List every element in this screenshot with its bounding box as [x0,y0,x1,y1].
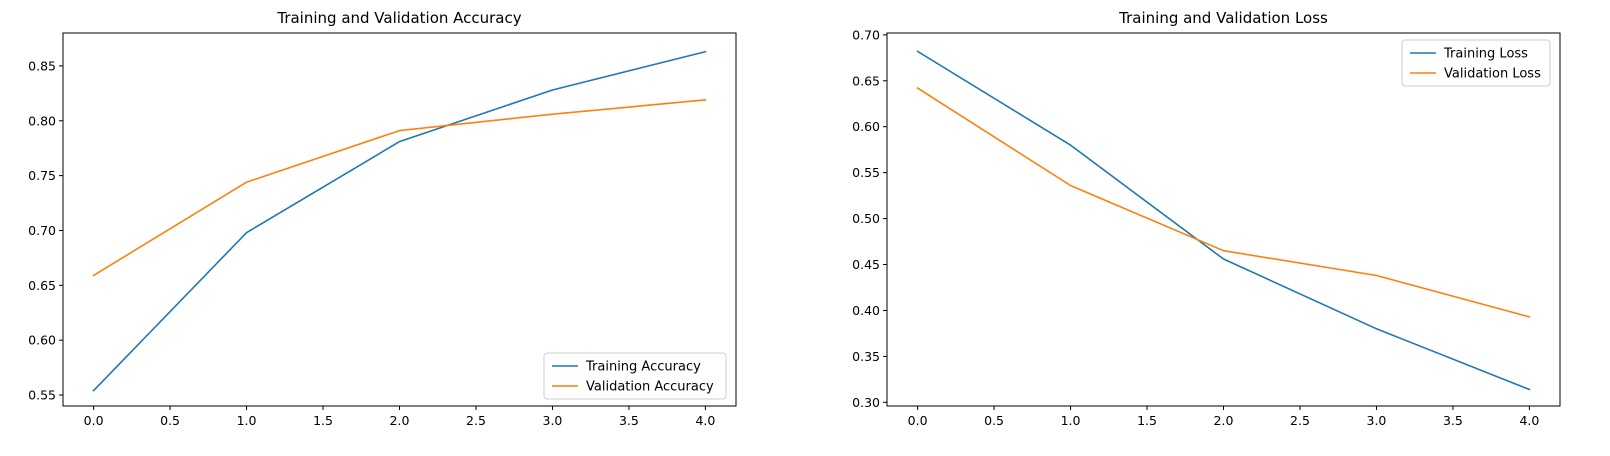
legend-label: Training Accuracy [585,360,701,375]
legend: Training Accuracy Validation Accuracy [543,352,727,400]
x-tick-label: 2.0 [1214,413,1234,428]
y-tick-label: 0.75 [28,168,56,183]
x-tick-label: 4.0 [695,413,715,428]
chart-title: Training and Validation Accuracy [276,9,521,27]
loss-chart: Training and Validation Loss 0.0 0.5 1.0 1.… [852,9,1561,428]
y-tick-label: 0.55 [28,388,56,403]
x-tick-label: 4.0 [1519,413,1539,428]
chart-title: Training and Validation Loss [1118,9,1328,27]
y-tick-label: 0.35 [852,349,880,364]
x-tick-label: 1.5 [1137,413,1157,428]
x-tick-label: 3.5 [619,413,639,428]
x-tick-label: 0.5 [984,413,1004,428]
x-tick-label: 0.0 [908,413,928,428]
legend-frame [1401,39,1551,87]
x-tick-label: 2.0 [390,413,410,428]
training-accuracy-line [92,50,707,392]
y-tick-label: 0.40 [852,303,880,318]
legend-frame [543,352,727,400]
axes-frame [62,32,737,407]
y-tick-label: 0.50 [852,211,880,226]
y-tick-label: 0.65 [852,73,880,88]
legend-label: Validation Loss [1444,67,1541,82]
x-tick-label: 2.5 [1290,413,1310,428]
validation-accuracy-line [92,99,707,277]
training-loss-line [916,50,1531,391]
y-tick-label: 0.45 [852,257,880,272]
x-tick-label: 0.0 [84,413,104,428]
x-tick-label: 3.0 [543,413,563,428]
x-tick-label: 1.0 [1061,413,1081,428]
accuracy-chart: Training and Validation Accuracy 0.0 0.5 1… [28,9,737,428]
validation-loss-line [916,86,1531,318]
legend: Training Loss Validation Loss [1401,39,1551,87]
x-tick-label: 3.0 [1367,413,1387,428]
legend-label: Validation Accuracy [586,380,714,395]
x-tick-label: 2.5 [466,413,486,428]
y-tick-label: 0.60 [28,333,56,348]
axes-frame [886,32,1561,407]
y-tick-label: 0.30 [852,395,880,410]
x-tick-label: 1.0 [237,413,257,428]
legend-label: Training Loss [1443,47,1528,62]
y-tick-label: 0.70 [28,223,56,238]
y-tick-label: 0.55 [852,165,880,180]
y-tick-label: 0.60 [852,119,880,134]
x-tick-label: 0.5 [160,413,180,428]
y-tick-label: 0.80 [28,113,56,128]
y-tick-label: 0.85 [28,58,56,73]
y-tick-label: 0.70 [852,27,880,42]
x-tick-label: 3.5 [1443,413,1463,428]
x-tick-label: 1.5 [313,413,333,428]
y-tick-label: 0.65 [28,278,56,293]
